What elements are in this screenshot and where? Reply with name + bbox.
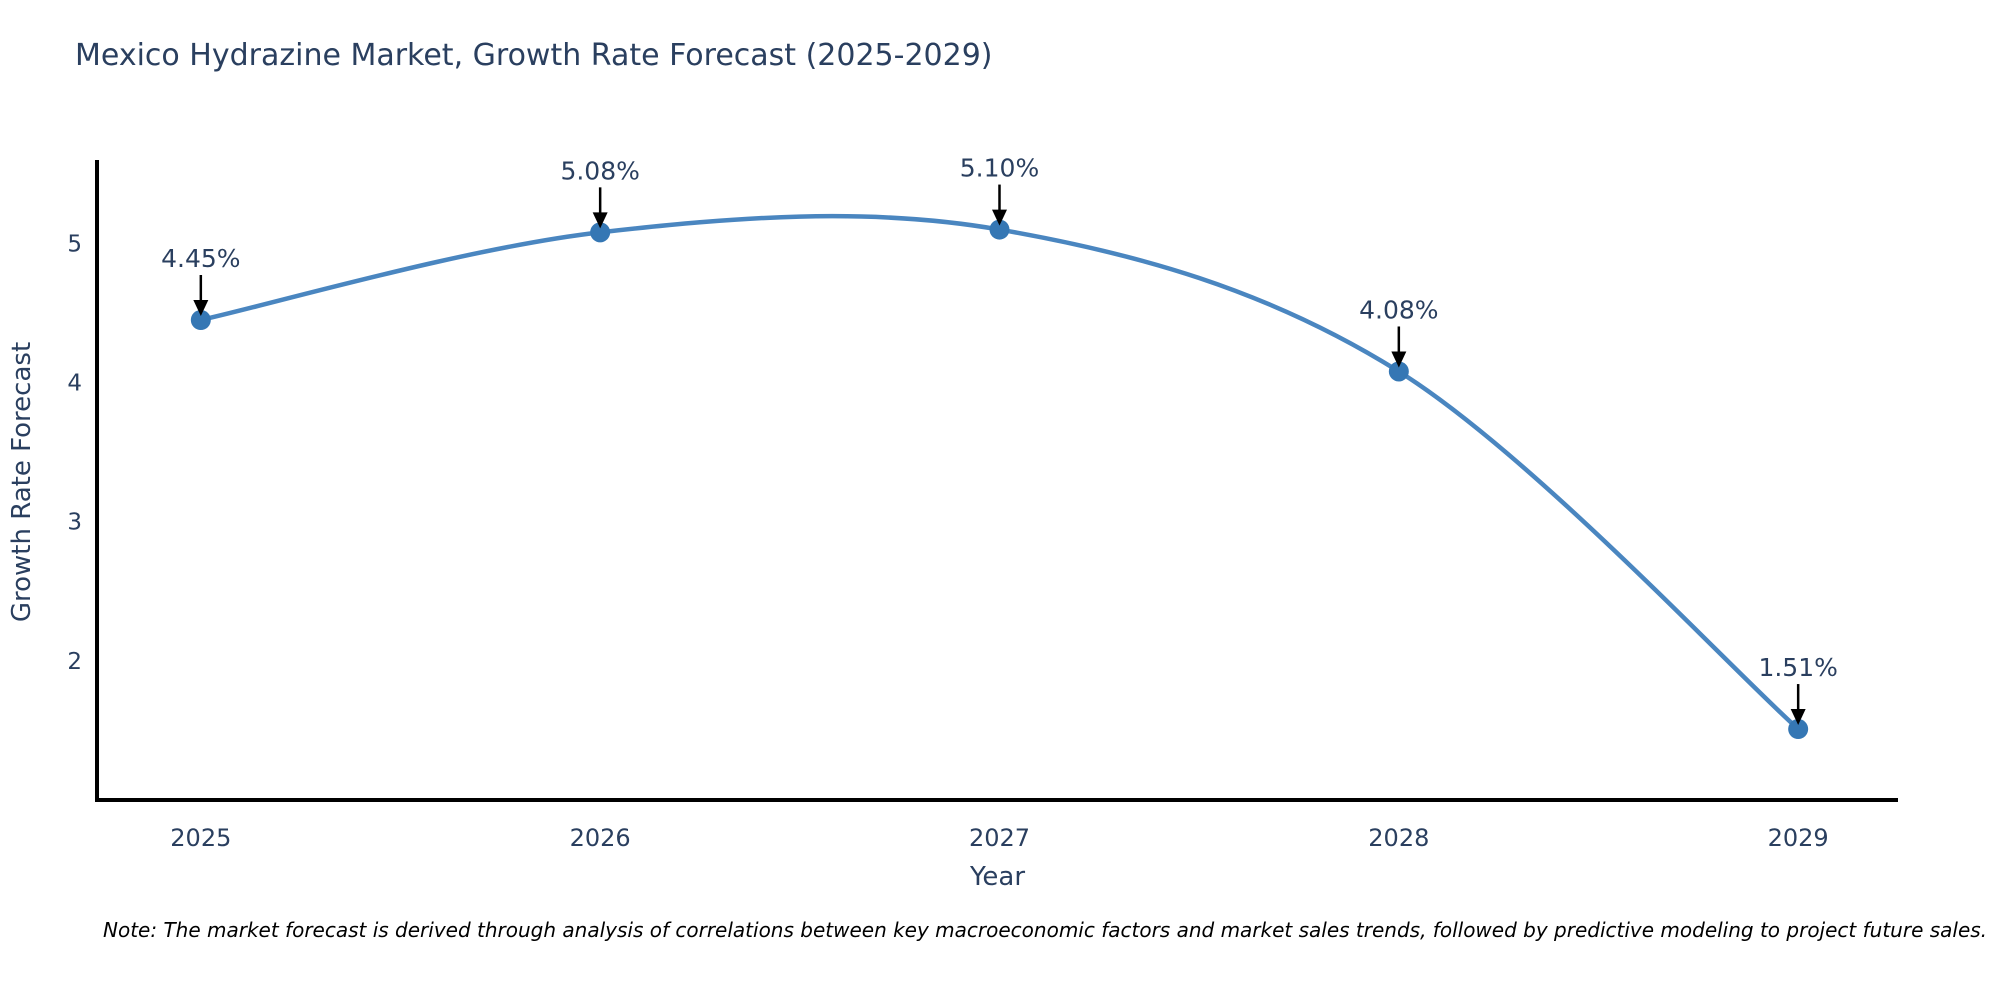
y-axis-title: Growth Rate Forecast <box>7 341 37 623</box>
annotation-label: 1.51% <box>1758 653 1837 682</box>
x-tick-label: 2027 <box>969 824 1030 852</box>
y-tick-label: 4 <box>67 371 82 397</box>
annotation-arrowhead-icon <box>1391 351 1407 368</box>
x-tick-label: 2026 <box>570 824 631 852</box>
footnote: Note: The market forecast is derived thr… <box>103 918 1988 942</box>
y-tick-label: 5 <box>67 231 82 257</box>
chart-title: Mexico Hydrazine Market, Growth Rate For… <box>75 38 993 73</box>
x-tick-label: 2028 <box>1368 824 1429 852</box>
data-point-marker[interactable] <box>1388 361 1409 382</box>
annotation-label: 4.45% <box>161 244 240 273</box>
annotation-arrowhead-icon <box>1790 709 1806 726</box>
data-point-marker[interactable] <box>190 310 211 330</box>
forecast-line <box>200 213 1800 731</box>
data-point-marker[interactable] <box>590 222 611 243</box>
y-tick-label: 2 <box>67 649 82 675</box>
annotation-label: 5.10% <box>960 154 1039 183</box>
data-point-marker[interactable] <box>1788 719 1809 740</box>
annotation-label: 5.08% <box>560 156 639 185</box>
annotation-label: 4.08% <box>1359 295 1438 324</box>
annotation-arrowhead-icon <box>592 212 608 229</box>
annotation-arrowhead-icon <box>991 209 1007 226</box>
x-tick-label: 2025 <box>170 824 231 852</box>
x-tick-label: 2029 <box>1768 824 1829 852</box>
y-tick-label: 3 <box>67 510 82 536</box>
data-point-marker[interactable] <box>989 219 1010 240</box>
x-axis-title: Year <box>969 862 1026 892</box>
annotation-arrowhead-icon <box>193 300 209 316</box>
